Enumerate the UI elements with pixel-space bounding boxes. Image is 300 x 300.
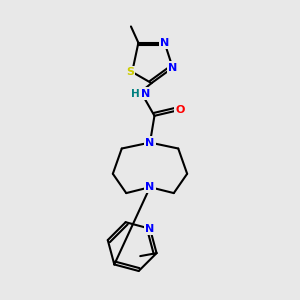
Text: N: N bbox=[168, 63, 177, 73]
Text: H: H bbox=[131, 88, 140, 98]
Text: N: N bbox=[160, 38, 169, 48]
Text: N: N bbox=[146, 182, 154, 192]
Text: N: N bbox=[146, 138, 154, 148]
Text: N: N bbox=[141, 88, 150, 98]
Text: O: O bbox=[175, 105, 184, 115]
Text: S: S bbox=[126, 67, 134, 77]
Text: N: N bbox=[146, 224, 155, 234]
